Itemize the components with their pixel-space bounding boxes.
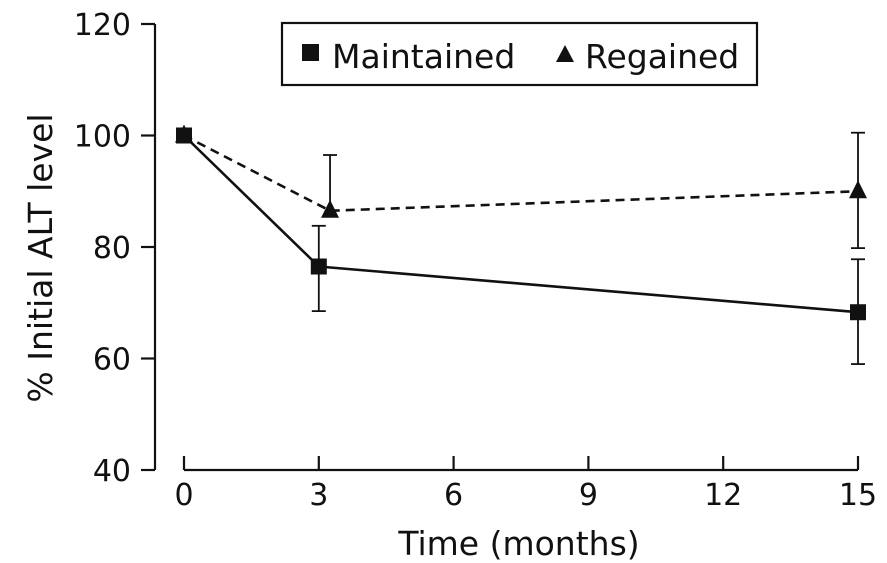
legend: Maintained Regained [280,21,759,87]
x-axis-title: Time (months) [397,524,639,563]
y-tick-label: 60 [93,343,131,378]
data-point-regained [175,124,193,143]
x-tick-label: 15 [839,478,877,513]
x-tick-label: 0 [174,478,193,513]
data-point-regained [321,199,340,218]
data-point-regained [849,180,867,199]
data-point-maintained [850,304,866,321]
y-tick-label: 40 [93,454,131,489]
data-point-maintained [310,258,327,275]
x-tick-label: 9 [579,478,598,513]
legend-box [280,21,759,87]
x-axis: 0 3 6 9 12 15 [174,456,877,513]
series-layer [175,124,867,365]
y-tick-label: 100 [74,120,131,155]
legend-marker-maintained [302,44,319,61]
y-tick-label: 120 [74,8,131,43]
y-axis: 40 60 80 100 120 [74,8,157,489]
legend-label-regained: Regained [585,37,739,76]
x-tick-label: 12 [704,478,742,513]
y-axis-title: % Initial ALT level [21,113,60,402]
series-line-regained [183,134,859,213]
x-tick-label: 3 [309,478,328,513]
x-tick-label: 6 [444,478,463,513]
legend-label-maintained: Maintained [332,37,515,76]
y-tick-label: 80 [93,231,131,266]
series-line-maintained [183,134,859,314]
legend-marker-regained [556,45,574,62]
